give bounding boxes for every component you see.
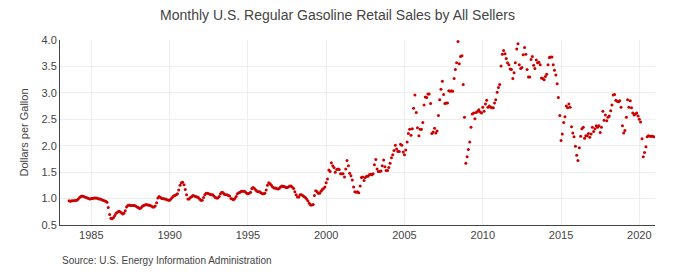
- svg-text:2020: 2020: [627, 229, 651, 241]
- svg-text:Monthly U.S. Regular Gasoline: Monthly U.S. Regular Gasoline Retail Sal…: [160, 7, 515, 23]
- svg-text:Source: U.S. Energy Informatio: Source: U.S. Energy Information Administ…: [62, 255, 272, 266]
- svg-text:3.5: 3.5: [42, 60, 57, 72]
- svg-text:4.0: 4.0: [42, 34, 57, 46]
- svg-text:2000: 2000: [314, 229, 338, 241]
- svg-text:0.5: 0.5: [42, 219, 57, 231]
- svg-text:1.0: 1.0: [42, 192, 57, 204]
- svg-text:2005: 2005: [392, 229, 416, 241]
- svg-text:Dollars per Gallon: Dollars per Gallon: [18, 88, 30, 176]
- svg-text:2.0: 2.0: [42, 140, 57, 152]
- svg-text:2015: 2015: [549, 229, 573, 241]
- svg-text:3.0: 3.0: [42, 87, 57, 99]
- svg-text:1995: 1995: [236, 229, 260, 241]
- svg-text:1985: 1985: [79, 229, 103, 241]
- svg-text:2.5: 2.5: [42, 113, 57, 125]
- svg-text:2010: 2010: [471, 229, 495, 241]
- svg-text:1.5: 1.5: [42, 166, 57, 178]
- svg-text:1990: 1990: [157, 229, 181, 241]
